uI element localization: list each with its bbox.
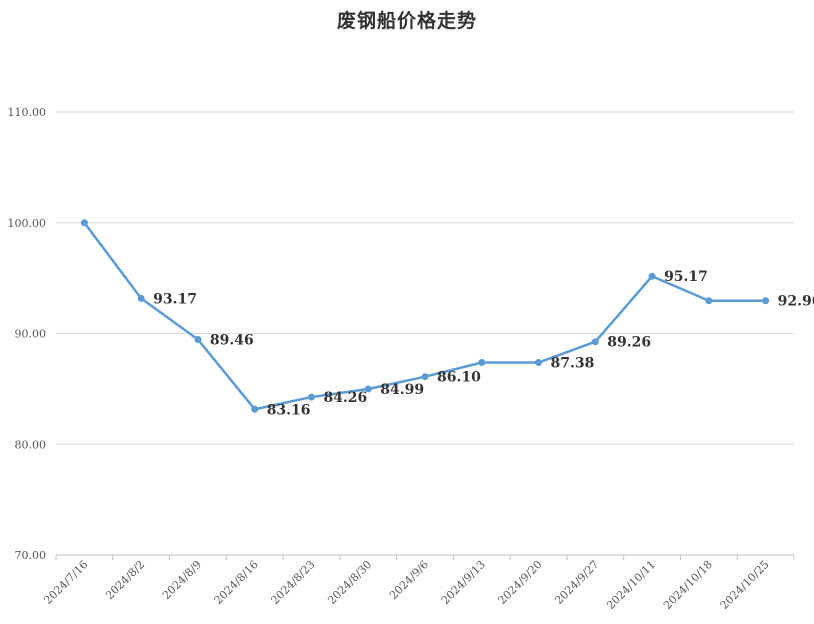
x-tick-label: 2024/7/16 xyxy=(41,558,90,607)
y-tick-label: 110.00 xyxy=(8,106,47,119)
data-point xyxy=(421,373,429,381)
y-axis-ticks: 70.00 80.00 90.00 100.00 110.00 xyxy=(8,106,47,562)
data-point xyxy=(591,338,599,346)
data-point xyxy=(194,335,202,343)
data-point xyxy=(137,294,145,302)
x-tick-label: 2024/8/23 xyxy=(269,558,318,607)
data-point xyxy=(478,359,486,367)
x-tick-label: 2024/9/20 xyxy=(496,558,545,607)
data-label: 95.17 xyxy=(664,269,708,285)
y-tick-label: 90.00 xyxy=(15,328,47,341)
x-axis: 2024/7/16 2024/8/2 2024/8/9 2024/8/16 2024/8… xyxy=(41,555,795,612)
data-label: 84.26 xyxy=(323,390,367,406)
x-tick-label: 2024/10/25 xyxy=(718,558,772,612)
data-label: 89.46 xyxy=(210,332,254,348)
y-tick-label: 80.00 xyxy=(15,438,47,451)
chart-title: 废钢船价格走势 xyxy=(336,10,477,32)
data-label: 89.26 xyxy=(607,335,651,351)
data-label: 92.96 xyxy=(778,294,814,310)
x-tick-label: 2024/9/27 xyxy=(552,558,601,607)
x-tick-label: 2024/8/2 xyxy=(103,558,147,602)
data-point xyxy=(307,393,315,401)
x-tick-label: 2024/9/6 xyxy=(387,558,431,602)
data-label: 87.38 xyxy=(551,356,595,372)
x-tick-label: 2024/9/13 xyxy=(439,558,488,607)
data-point xyxy=(80,219,88,227)
data-label: 86.10 xyxy=(437,370,481,386)
x-tick-label: 2024/10/18 xyxy=(661,558,715,612)
data-point xyxy=(251,405,259,413)
data-label: 93.17 xyxy=(153,291,197,307)
gridlines xyxy=(56,111,794,556)
x-tick-label: 2024/8/30 xyxy=(325,558,374,607)
data-label: 84.99 xyxy=(380,382,424,398)
series-line-path xyxy=(83,221,766,411)
data-labels: 93.17 89.46 83.16 84.26 84.99 86.10 87.38 89.26… xyxy=(153,269,814,418)
y-tick-label: 100.00 xyxy=(8,217,47,230)
x-tick-label: 2024/8/16 xyxy=(212,558,261,607)
data-label: 83.16 xyxy=(267,402,311,418)
data-point xyxy=(535,359,543,367)
y-tick-label: 70.00 xyxy=(15,549,47,562)
data-point xyxy=(762,297,770,305)
data-point xyxy=(364,385,372,393)
data-point xyxy=(705,297,713,305)
x-tick-label: 2024/10/11 xyxy=(604,558,658,612)
series-line xyxy=(80,219,770,413)
data-point xyxy=(648,272,656,280)
x-tick-label: 2024/8/9 xyxy=(160,558,204,602)
